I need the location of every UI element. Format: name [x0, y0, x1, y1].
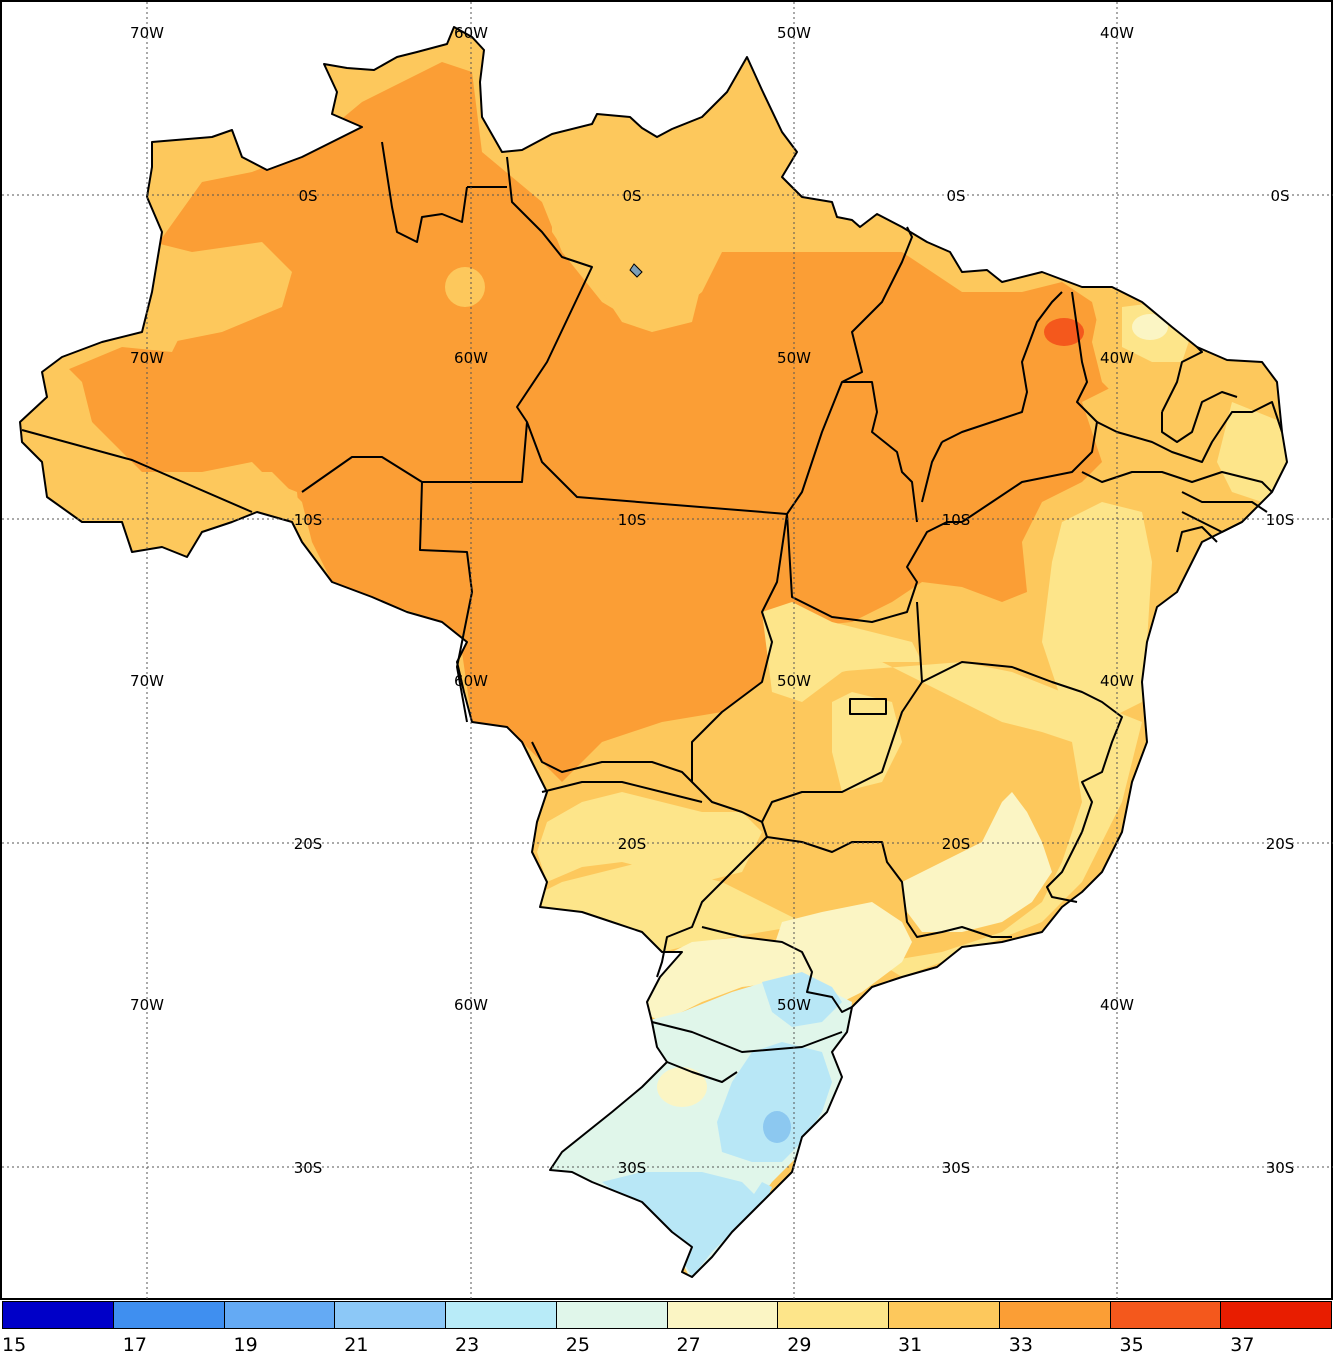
latitude-label: 10S: [294, 511, 323, 529]
latitude-label: 0S: [1270, 187, 1289, 205]
graticule: [2, 2, 1333, 1302]
latitude-label: 0S: [298, 187, 317, 205]
lake-marker: [629, 263, 643, 278]
colorbar-label: 21: [344, 1334, 369, 1356]
latitude-label: 20S: [618, 835, 647, 853]
longitude-label: 70W: [130, 996, 164, 1014]
latitude-label: 20S: [1266, 835, 1295, 853]
colorbar-label: 27: [676, 1334, 701, 1356]
longitude-label: 70W: [130, 24, 164, 42]
colorbar-label: 35: [1119, 1334, 1144, 1356]
colorbar-label: 17: [122, 1334, 147, 1356]
colorbar-swatch: [445, 1301, 557, 1329]
longitude-label: 70W: [130, 672, 164, 690]
colorbar-label: 29: [787, 1334, 812, 1356]
latitude-label: 0S: [946, 187, 965, 205]
longitude-label: 40W: [1100, 24, 1134, 42]
brazil-temperature-map: 70W 60W 50W 40W 70W 60W 50W 40W 70W 60W 50W 40W 70W 6…: [2, 2, 1333, 1302]
state-borders: [19, 26, 1288, 1278]
latitude-label: 10S: [618, 511, 647, 529]
latitude-label: 10S: [1266, 511, 1295, 529]
colorbar-swatch: [1220, 1301, 1332, 1329]
colorbar-swatch: [998, 1301, 1111, 1329]
longitude-label: 60W: [454, 996, 488, 1014]
longitude-label: 50W: [777, 996, 811, 1014]
longitude-label: 50W: [777, 672, 811, 690]
colorbar-label: 19: [233, 1334, 258, 1356]
colorbar-label: 37: [1230, 1334, 1255, 1356]
colorbar-label: 23: [455, 1334, 480, 1356]
temperature-colorbar: 15 17 19 21 23 25 27 29 31 33 35 37: [2, 1300, 1332, 1360]
latitude-label: 30S: [942, 1159, 971, 1177]
latitude-label: 30S: [1266, 1159, 1295, 1177]
colorbar-swatch: [112, 1301, 225, 1329]
latitude-label: 20S: [294, 835, 323, 853]
longitude-label: 40W: [1100, 996, 1134, 1014]
latitude-label: 30S: [294, 1159, 323, 1177]
colorbar-swatch: [555, 1301, 668, 1329]
map-panel: 70W 60W 50W 40W 70W 60W 50W 40W 70W 60W 50W 40W 70W 6…: [0, 0, 1333, 1302]
longitude-label: 40W: [1100, 349, 1134, 367]
colorbar-label: 25: [565, 1334, 590, 1356]
latitude-label: 0S: [622, 187, 641, 205]
grid-labels: 70W 60W 50W 40W 70W 60W 50W 40W 70W 60W 50W 40W 70W 6…: [130, 24, 1294, 1177]
latitude-label: 10S: [942, 511, 971, 529]
longitude-label: 50W: [777, 349, 811, 367]
colorbar-swatch: [777, 1301, 889, 1329]
longitude-label: 60W: [454, 24, 488, 42]
colorbar-swatch: [1109, 1301, 1222, 1329]
longitude-label: 70W: [130, 349, 164, 367]
colorbar-swatch: [888, 1301, 1000, 1329]
colorbar-swatch: [223, 1301, 336, 1329]
colorbar-label: 15: [2, 1334, 27, 1356]
colorbar-swatch: [666, 1301, 779, 1329]
longitude-label: 40W: [1100, 672, 1134, 690]
latitude-label: 20S: [942, 835, 971, 853]
colorbar-swatch: [2, 1301, 114, 1329]
longitude-label: 50W: [777, 24, 811, 42]
colorbar-swatch: [334, 1301, 446, 1329]
longitude-label: 60W: [454, 349, 488, 367]
latitude-label: 30S: [618, 1159, 647, 1177]
colorbar-label: 31: [898, 1334, 923, 1356]
colorbar-label: 33: [1008, 1334, 1033, 1356]
longitude-label: 60W: [454, 672, 488, 690]
temperature-field: [20, 27, 1287, 1277]
